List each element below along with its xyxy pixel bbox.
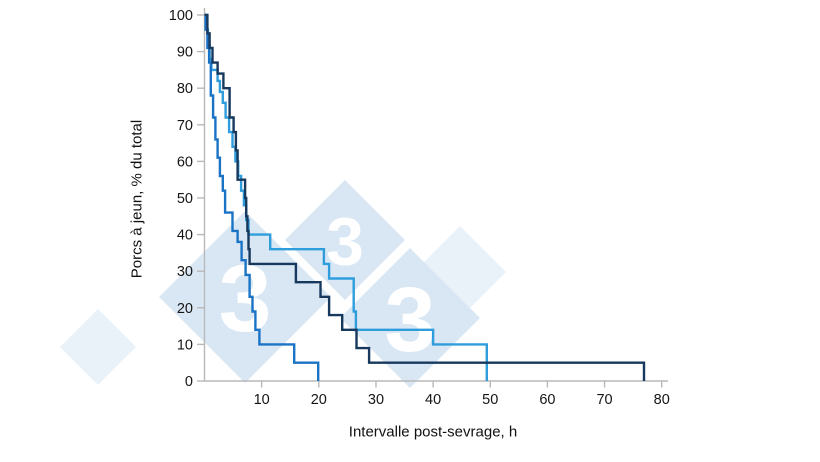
y-tick-label: 80	[177, 81, 193, 97]
y-tick-label: 30	[177, 264, 193, 280]
y-tick-label: 100	[169, 8, 193, 24]
tick-labels: 0 10 20 30 40 50 60 70 80 90 100 10 20 30 40 50 60 70 80	[169, 8, 670, 408]
x-tick-label: 60	[539, 392, 555, 408]
watermark-diamond-pale	[59, 309, 137, 386]
y-tick-label: 20	[177, 301, 193, 317]
y-tick-label: 0	[185, 374, 193, 390]
watermark-3-glyph: 3	[384, 269, 435, 371]
x-tick-label: 80	[654, 392, 670, 408]
x-tick-label: 10	[254, 392, 270, 408]
y-tick-label: 50	[177, 191, 193, 207]
x-tick-label: 40	[425, 392, 441, 408]
watermark-diamond	[340, 248, 480, 389]
y-tick-label: 60	[177, 154, 193, 170]
watermark-333: 333	[59, 179, 507, 389]
x-tick-label: 50	[482, 392, 498, 408]
y-tick-label: 90	[177, 45, 193, 61]
y-axis-title: Porcs à jeun, % du total	[128, 119, 146, 279]
y-tick-label: 70	[177, 118, 193, 134]
x-tick-label: 30	[368, 392, 384, 408]
watermark-diamond	[158, 210, 332, 383]
courbe-bleu-fonce	[204, 13, 646, 381]
y-tick-label: 10	[177, 337, 193, 353]
x-tick-label: 20	[311, 392, 327, 408]
x-tick-label: 70	[596, 392, 612, 408]
y-tick-label: 40	[177, 228, 193, 244]
watermark-3-glyph: 3	[326, 203, 364, 279]
courbe-bleu-moyen	[204, 13, 320, 381]
x-axis-title: Intervalle post-sevrage, h	[348, 423, 518, 441]
axes	[197, 8, 668, 388]
